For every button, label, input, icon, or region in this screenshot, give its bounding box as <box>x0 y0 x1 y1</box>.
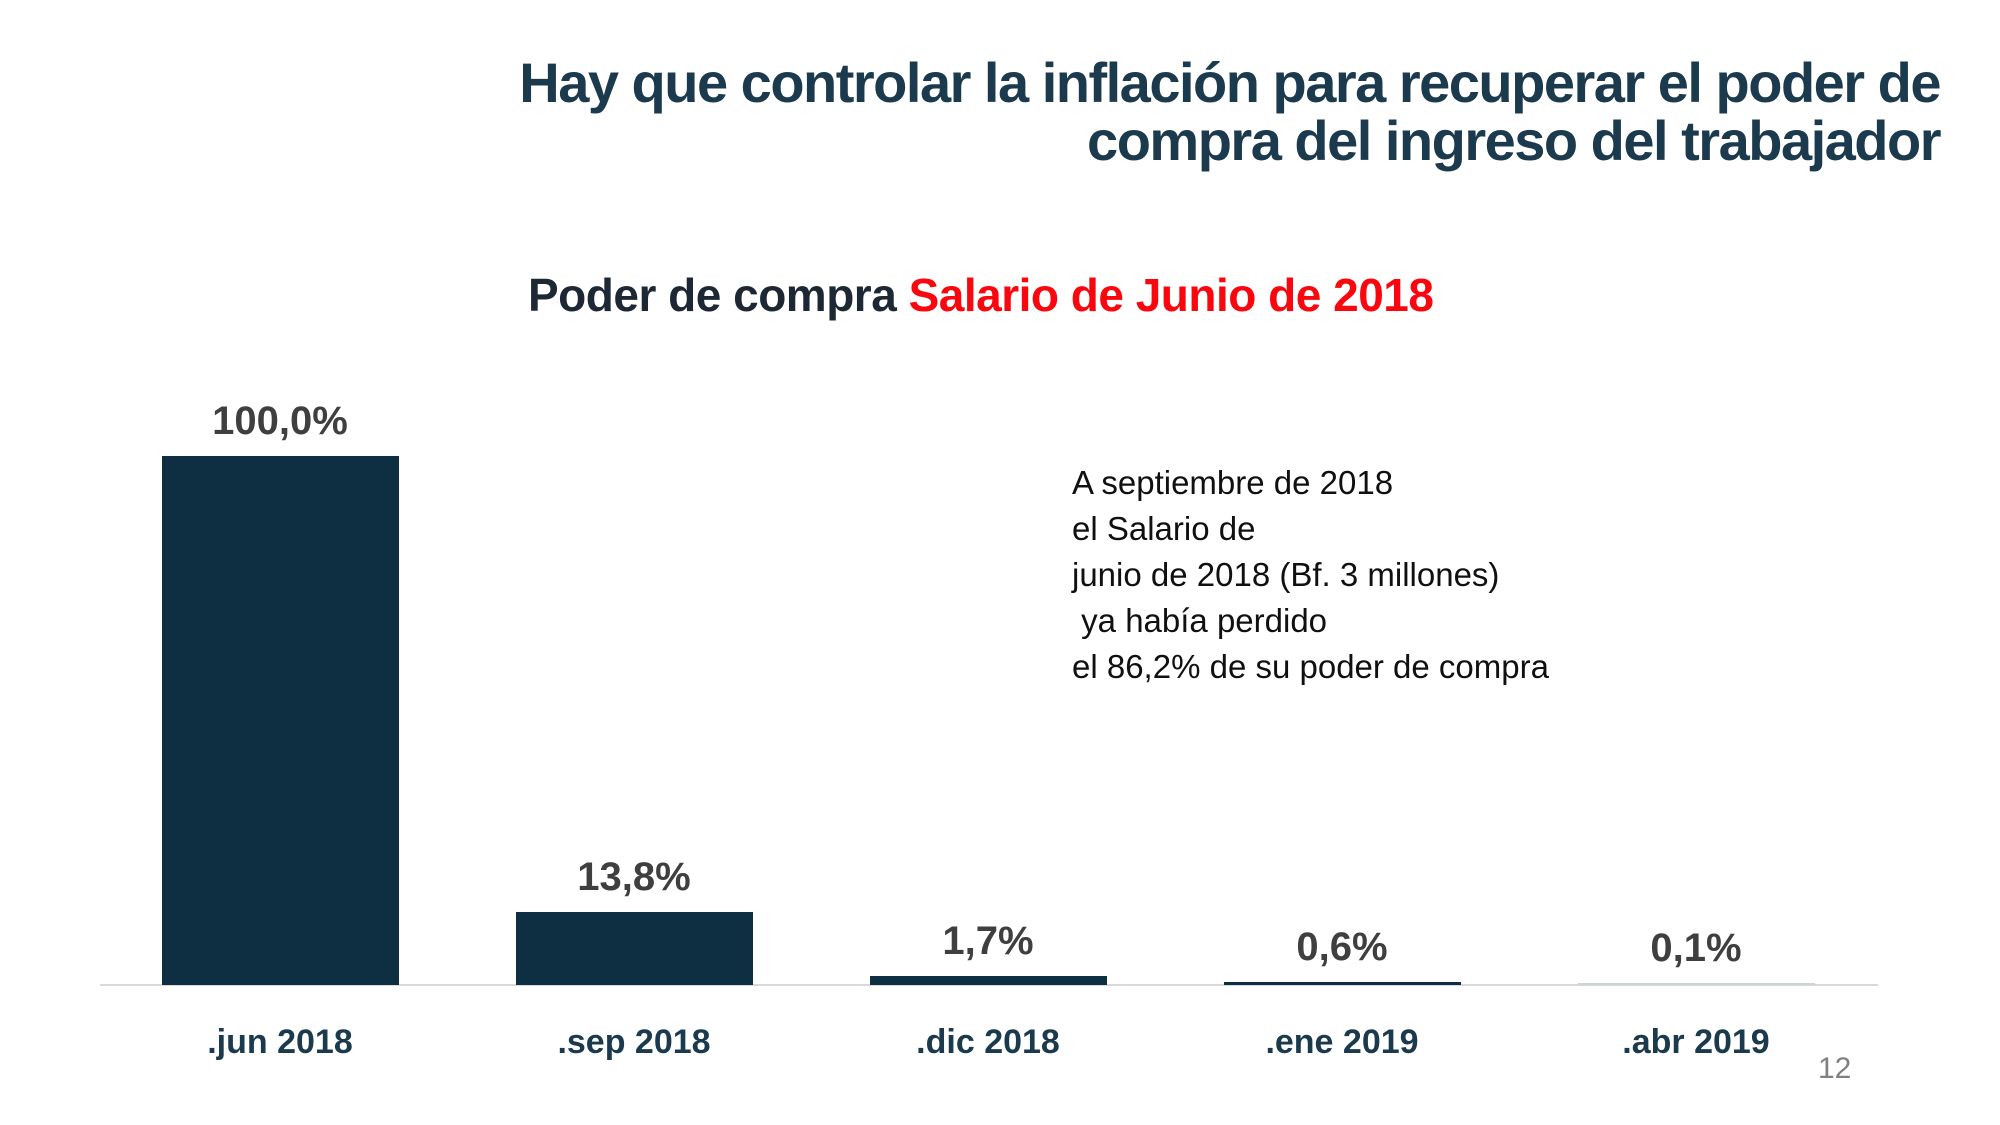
chart-subtitle: Poder de compra Salario de Junio de 2018 <box>528 268 1434 322</box>
annotation-line: A septiembre de 2018 <box>1072 464 1394 501</box>
slide-title-line-2: compra del ingreso del trabajador <box>1087 109 1941 172</box>
bar-value-label: 13,8% <box>577 855 691 899</box>
bar-value-label: 1,7% <box>942 919 1034 963</box>
annotation-text: A septiembre de 2018 el Salario de junio… <box>1072 460 1549 690</box>
x-axis-label: .jun 2018 <box>207 1023 353 1061</box>
x-axis-label: .dic 2018 <box>916 1023 1060 1061</box>
bar <box>515 912 753 985</box>
bar <box>1577 983 1815 985</box>
annotation-line: ya había perdido <box>1072 602 1328 639</box>
bar <box>161 456 399 985</box>
x-axis-label: .sep 2018 <box>557 1023 711 1061</box>
annotation-line: el 86,2% de su poder de compra <box>1072 648 1549 685</box>
page-number: 12 <box>1818 1052 1852 1085</box>
chart-subtitle-highlight: Salario de Junio de 2018 <box>908 269 1434 321</box>
x-axis-label: .abr 2019 <box>1622 1023 1770 1061</box>
annotation-line: el Salario de <box>1072 510 1256 547</box>
bar <box>1223 982 1461 985</box>
x-axis-baseline <box>100 984 1878 986</box>
bar-value-label: 0,1% <box>1650 926 1742 970</box>
x-axis-label: .ene 2019 <box>1265 1023 1419 1061</box>
bar <box>869 976 1107 985</box>
chart-subtitle-prefix: Poder de compra <box>528 269 909 321</box>
bar-value-label: 0,6% <box>1296 925 1388 969</box>
bar-value-label: 100,0% <box>212 399 348 443</box>
slide-title: Hay que controlar la inflación para recu… <box>519 51 1941 172</box>
annotation-line: junio de 2018 (Bf. 3 millones) <box>1072 556 1500 593</box>
slide-title-line-1: Hay que controlar la inflación para recu… <box>519 51 1941 114</box>
